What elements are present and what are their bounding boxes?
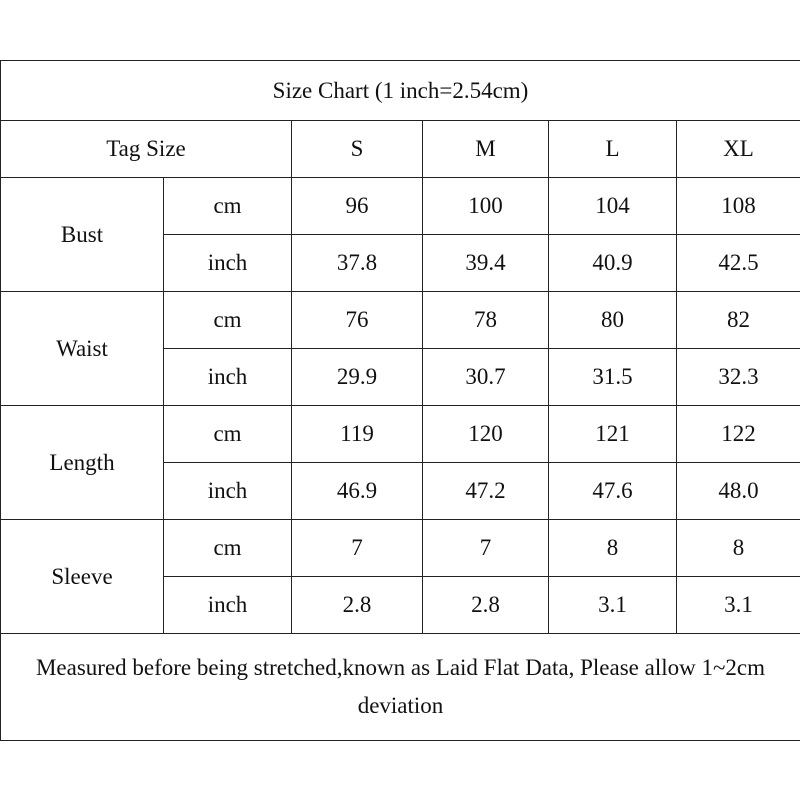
measure-value: 108 <box>676 177 800 235</box>
measure-name: Waist <box>0 291 164 406</box>
unit: cm <box>163 405 292 463</box>
measure-value: 48.0 <box>676 462 800 520</box>
size-header: L <box>548 120 677 178</box>
measure-value: 82 <box>676 291 800 349</box>
unit: inch <box>163 576 292 634</box>
measure-value: 7 <box>291 519 423 577</box>
size-header: XL <box>676 120 800 178</box>
tag-size-header: Tag Size <box>0 120 292 178</box>
table-row: Tag Size S M L XL <box>0 120 800 178</box>
measure-value: 104 <box>548 177 677 235</box>
measure-value: 8 <box>676 519 800 577</box>
table-row: Length cm 119 120 121 122 <box>0 405 800 520</box>
measure-value: 30.7 <box>422 348 549 406</box>
measure-value: 7 <box>422 519 549 577</box>
measure-value: 120 <box>422 405 549 463</box>
measure-value: 31.5 <box>548 348 677 406</box>
unit: cm <box>163 291 292 349</box>
table-row: Measured before being stretched,known as… <box>0 633 800 741</box>
unit: inch <box>163 462 292 520</box>
size-table: Size Chart (1 inch=2.54cm) Tag Size S M L XL B… <box>0 60 800 741</box>
size-header: M <box>422 120 549 178</box>
measure-value: 3.1 <box>676 576 800 634</box>
measure-value: 100 <box>422 177 549 235</box>
size-header: S <box>291 120 423 178</box>
table-row: Sleeve cm 7 7 8 8 <box>0 519 800 634</box>
measure-value: 2.8 <box>291 576 423 634</box>
measure-value: 46.9 <box>291 462 423 520</box>
measure-value: 96 <box>291 177 423 235</box>
table-row: inch 46.9 47.2 47.6 48.0 <box>1 462 800 520</box>
measure-name: Length <box>0 405 164 520</box>
measure-value: 39.4 <box>422 234 549 292</box>
measure-value: 122 <box>676 405 800 463</box>
unit: cm <box>163 519 292 577</box>
measure-value: 3.1 <box>548 576 677 634</box>
measure-value: 47.6 <box>548 462 677 520</box>
measure-value: 78 <box>422 291 549 349</box>
note: Measured before being stretched,known as… <box>0 633 800 741</box>
measure-value: 119 <box>291 405 423 463</box>
measure-value: 40.9 <box>548 234 677 292</box>
measure-value: 47.2 <box>422 462 549 520</box>
table-row: Waist cm 76 78 80 82 <box>0 291 800 406</box>
measure-value: 37.8 <box>291 234 423 292</box>
unit: cm <box>163 177 292 235</box>
measure-value: 8 <box>548 519 677 577</box>
measure-value: 42.5 <box>676 234 800 292</box>
unit: inch <box>163 348 292 406</box>
measure-value: 2.8 <box>422 576 549 634</box>
measure-name: Sleeve <box>0 519 164 634</box>
unit: inch <box>163 234 292 292</box>
size-chart: Size Chart (1 inch=2.54cm) Tag Size S M L XL B… <box>0 60 800 741</box>
measure-value: 32.3 <box>676 348 800 406</box>
table-row: inch 2.8 2.8 3.1 3.1 <box>1 576 800 634</box>
measure-value: 121 <box>548 405 677 463</box>
table-title: Size Chart (1 inch=2.54cm) <box>0 60 800 121</box>
table-row: Bust cm 96 100 104 108 <box>0 177 800 292</box>
measure-value: 80 <box>548 291 677 349</box>
measure-name: Bust <box>0 177 164 292</box>
table-row: Size Chart (1 inch=2.54cm) <box>0 60 800 121</box>
measure-value: 76 <box>291 291 423 349</box>
table-row: inch 29.9 30.7 31.5 32.3 <box>1 348 800 406</box>
measure-value: 29.9 <box>291 348 423 406</box>
